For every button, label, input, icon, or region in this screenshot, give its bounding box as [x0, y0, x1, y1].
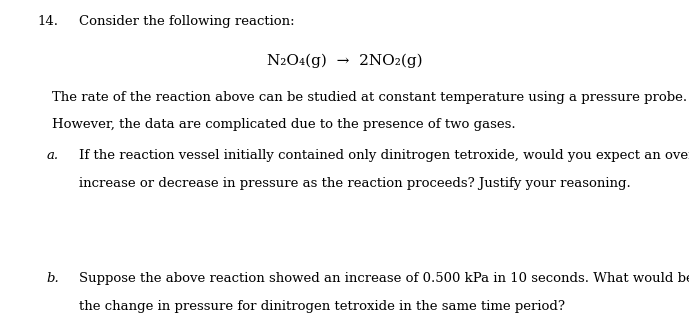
Text: If the reaction vessel initially contained only dinitrogen tetroxide, would you : If the reaction vessel initially contain…	[79, 149, 689, 162]
Text: N₂O₄(g)  →  2NO₂(g): N₂O₄(g) → 2NO₂(g)	[267, 53, 422, 68]
Text: 14.: 14.	[38, 15, 59, 28]
Text: However, the data are complicated due to the presence of two gases.: However, the data are complicated due to…	[52, 118, 515, 131]
Text: Consider the following reaction:: Consider the following reaction:	[79, 15, 295, 28]
Text: b.: b.	[47, 272, 60, 285]
Text: The rate of the reaction above can be studied at constant temperature using a pr: The rate of the reaction above can be st…	[52, 91, 687, 104]
Text: the change in pressure for dinitrogen tetroxide in the same time period?: the change in pressure for dinitrogen te…	[79, 300, 565, 313]
Text: increase or decrease in pressure as the reaction proceeds? Justify your reasonin: increase or decrease in pressure as the …	[79, 177, 631, 190]
Text: Suppose the above reaction showed an increase of 0.500 kPa in 10 seconds. What w: Suppose the above reaction showed an inc…	[79, 272, 689, 285]
Text: a.: a.	[47, 149, 59, 162]
